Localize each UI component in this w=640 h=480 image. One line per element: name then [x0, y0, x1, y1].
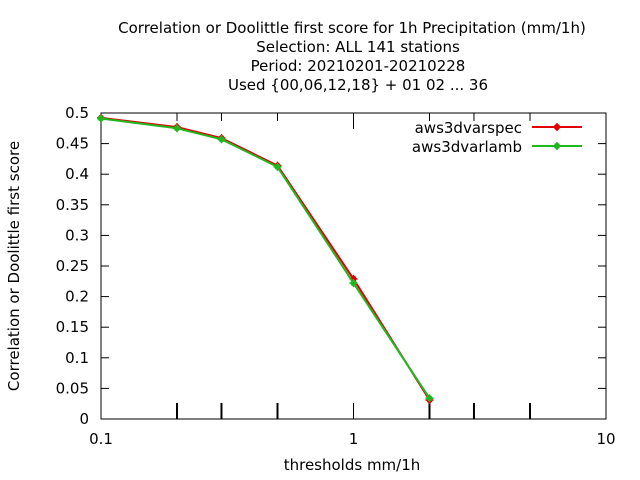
plot-frame: [100, 112, 607, 420]
data-point-aws3dvarlamb: [173, 124, 182, 133]
legend-key-aws3dvarspec: [532, 123, 582, 131]
axis-ticks: [100, 112, 607, 420]
y-tick-label: 0.05: [56, 379, 89, 397]
y-tick-label: 0.35: [56, 196, 89, 214]
y-tick-label: 0.1: [65, 349, 89, 367]
x-axis-label: thresholds mm/1h: [284, 456, 421, 474]
legend: aws3dvarspec aws3dvarlamb: [412, 119, 582, 156]
x-tick-labels: 0.1 1 10: [89, 430, 615, 448]
series-layer: [97, 113, 434, 405]
series-aws3dvarspec: [97, 113, 434, 405]
y-tick-label: 0.5: [65, 104, 89, 122]
title-line-4: Used {00,06,12,18} + 01 02 ... 36: [228, 76, 488, 94]
data-point-aws3dvarlamb: [349, 279, 358, 288]
y-tick-label: 0.2: [65, 288, 89, 306]
x-tick-label: 0.1: [89, 430, 113, 448]
chart-title: Correlation or Doolittle first score for…: [118, 19, 586, 94]
y-tick-label: 0.15: [56, 318, 89, 336]
series-line-aws3dvarlamb: [100, 117, 431, 399]
data-point-aws3dvarlamb: [425, 394, 434, 403]
legend-label-2: aws3dvarlamb: [412, 138, 522, 156]
y-tick-label: 0.25: [56, 257, 89, 275]
series-line-aws3dvarspec: [100, 116, 431, 401]
y-tick-label: 0: [79, 410, 89, 428]
legend-marker: [553, 123, 561, 131]
y-tick-label: 0.4: [65, 165, 89, 183]
y-tick-label: 0.45: [56, 135, 89, 153]
x-tick-label: 10: [596, 430, 615, 448]
data-point-aws3dvarlamb: [217, 135, 226, 144]
legend-marker: [553, 142, 561, 150]
legend-label-1: aws3dvarspec: [415, 119, 522, 137]
x-tick-label: 1: [349, 430, 359, 448]
series-aws3dvarlamb: [97, 114, 434, 403]
title-line-2: Selection: ALL 141 stations: [256, 38, 460, 56]
title-line-3: Period: 20210201-20210228: [251, 57, 466, 75]
data-point-aws3dvarlamb: [97, 114, 105, 123]
y-tick-labels: 0 0.05 0.1 0.15 0.2 0.25 0.3 0.35 0.4 0.45 0.5: [56, 104, 89, 428]
title-line-1: Correlation or Doolittle first score for…: [118, 19, 586, 37]
data-point-aws3dvarlamb: [273, 162, 282, 171]
y-axis-label: Correlation or Doolittle first score: [5, 141, 23, 391]
legend-key-aws3dvarlamb: [532, 142, 582, 150]
y-tick-label: 0.3: [65, 226, 89, 244]
